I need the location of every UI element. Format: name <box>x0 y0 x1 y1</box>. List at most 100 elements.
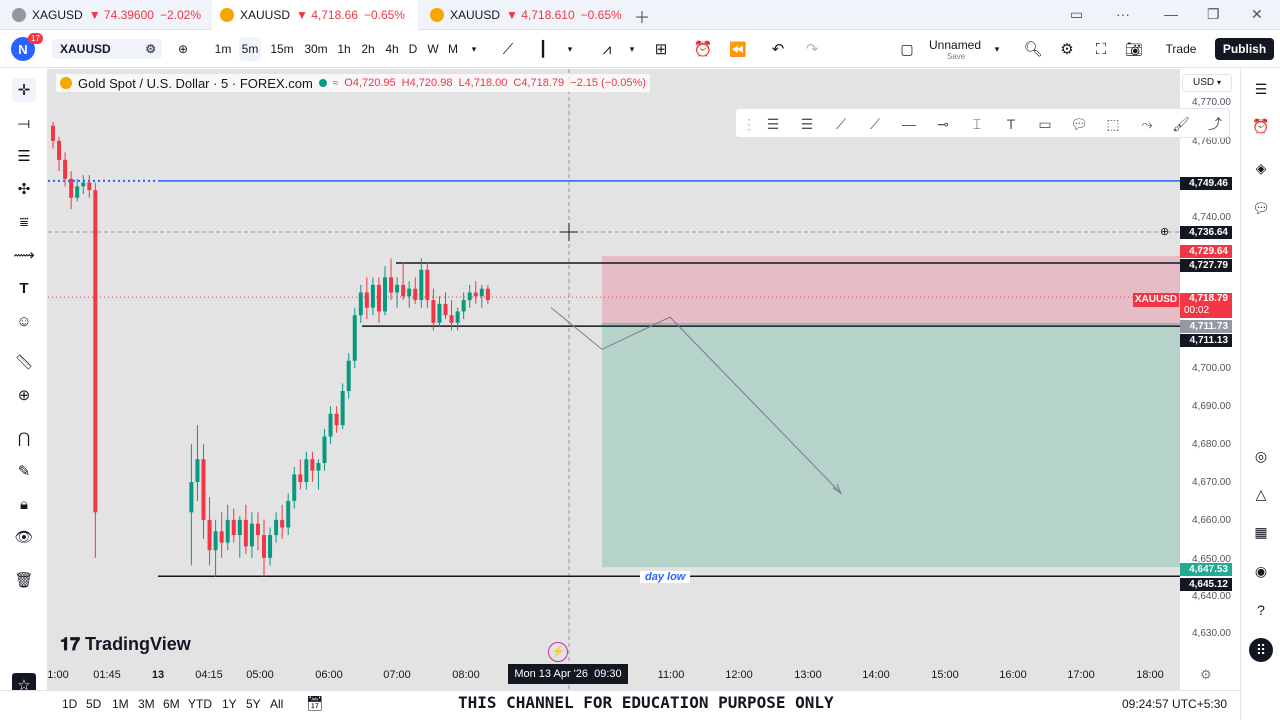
window-close-icon[interactable]: ✕ <box>1251 6 1263 22</box>
symbol-search-input[interactable]: XAUUSD ⚙ <box>52 39 162 59</box>
layout-name-button[interactable]: Unnamed Save <box>929 38 983 61</box>
magnet-icon[interactable]: ⋂ <box>17 430 31 447</box>
lightning-event-icon[interactable]: ⚡ <box>548 642 568 662</box>
templates-icon[interactable]: ⊞ <box>654 41 668 58</box>
lock-drawing-icon[interactable]: ✎ <box>17 463 31 480</box>
drag-handle-icon[interactable]: ⋮ <box>742 115 756 132</box>
chart-pane[interactable] <box>48 69 1180 690</box>
chart-type-line-icon[interactable]: ⟋ <box>502 40 514 58</box>
currency-selector[interactable]: USD ▾ <box>1182 74 1232 92</box>
horizontal-lines-icon[interactable]: ☰ <box>17 148 31 165</box>
lock-icon[interactable]: 🔒︎ <box>20 495 28 513</box>
interval-M[interactable]: M <box>448 42 458 56</box>
watchlist-icon[interactable]: ☰ <box>1254 80 1268 97</box>
undo-icon[interactable]: ↶ <box>771 41 785 58</box>
ruler-icon[interactable]: 📏︎ <box>14 354 34 371</box>
brush-icon[interactable]: 🖌︎ <box>1172 115 1190 132</box>
range-1d[interactable]: 1D <box>62 697 78 711</box>
interval-15m[interactable]: 15m <box>270 42 294 56</box>
indicators-icon[interactable]: ⩘ <box>602 40 612 58</box>
horizontal-line-icon[interactable]: — <box>902 116 916 132</box>
chevron-down-icon[interactable]: ▾ <box>629 43 635 54</box>
help-icon[interactable]: ? <box>1257 602 1265 618</box>
trade-button[interactable]: Trade <box>1165 42 1197 56</box>
replay-icon[interactable]: ⏪ <box>729 40 747 57</box>
apps-grid-icon[interactable]: ⠿ <box>1249 638 1273 662</box>
range-ytd[interactable]: YTD <box>188 697 212 711</box>
ray-icon[interactable]: ⟋ <box>870 115 880 132</box>
interval-D[interactable]: D <box>408 42 418 56</box>
interval-2h[interactable]: 2h <box>361 42 375 56</box>
text-tool-icon[interactable]: T <box>19 279 29 297</box>
interval-30m[interactable]: 30m <box>304 42 328 56</box>
layout-icon[interactable]: ▭ <box>1070 6 1084 22</box>
range-1m[interactable]: 1M <box>112 697 129 711</box>
patterns-icon[interactable]: ⟿ <box>13 247 35 264</box>
clock[interactable]: 09:24:57 UTC+5:30 <box>1122 697 1228 711</box>
tab-xagusd[interactable]: XAGUSD ▼ 74.39600 −2.02% ✕ <box>4 0 204 30</box>
axis-settings-icon[interactable]: ⚙ <box>1200 667 1212 682</box>
crosshair-icon[interactable]: ✛ <box>12 78 36 102</box>
chevron-down-icon[interactable]: ▾ <box>994 43 1000 54</box>
range-1y[interactable]: 1Y <box>222 697 237 711</box>
interval-W[interactable]: W <box>427 42 439 56</box>
search-icon[interactable]: 🔍︎ <box>1023 41 1043 58</box>
interval-1h[interactable]: 1h <box>337 42 351 56</box>
zoom-in-icon[interactable]: ⊕ <box>17 387 31 404</box>
rectangle-icon[interactable]: ⬚ <box>1106 115 1120 132</box>
new-tab-icon[interactable]: ＋ <box>634 10 651 27</box>
layout-checkbox-icon[interactable]: ▢ <box>900 40 914 57</box>
candlestick-chart[interactable] <box>48 69 1180 690</box>
publish-button[interactable]: Publish <box>1215 38 1274 60</box>
target-icon[interactable]: ◎ <box>1254 447 1268 464</box>
ideas-icon[interactable]: △ <box>1255 485 1267 502</box>
chevron-down-icon[interactable]: ▾ <box>471 43 477 54</box>
range-5d[interactable]: 5D <box>86 697 102 711</box>
range-3m[interactable]: 3M <box>138 697 155 711</box>
interval-5m[interactable]: 5m <box>239 37 261 61</box>
range-all[interactable]: All <box>270 697 284 711</box>
fib-retracement-icon[interactable]: ⩸ <box>19 213 29 231</box>
horizontal-segment-icon[interactable]: ⊸ <box>937 115 949 132</box>
tab-xauusd-active[interactable]: XAUUSD ▼ 4,718.66 −0.65% ✕ <box>212 0 418 30</box>
eye-icon[interactable]: 👁︎ <box>14 529 34 546</box>
broadcast-icon[interactable]: ◉ <box>1254 562 1268 579</box>
callout-icon[interactable]: ▭ <box>1038 115 1052 132</box>
redo-icon[interactable]: ↷ <box>805 41 819 58</box>
range-5y[interactable]: 5Y <box>246 697 261 711</box>
calendar-icon[interactable]: ▦ <box>1254 523 1268 540</box>
trend-line-icon[interactable]: ⟞ <box>17 114 31 132</box>
tab-xauusd[interactable]: XAUUSD ▼ 4,718.610 −0.65% ✕ <box>422 0 622 30</box>
parallel-channel-icon[interactable]: ☰ <box>800 115 814 132</box>
alert-icon[interactable]: ⏰ <box>693 41 713 58</box>
restore-icon[interactable]: ❐ <box>1207 6 1220 22</box>
close-icon[interactable]: ✕ <box>417 7 418 23</box>
alerts-clock-icon[interactable]: ⏰ <box>1252 117 1270 134</box>
range-6m[interactable]: 6M <box>163 697 180 711</box>
time-axis[interactable]: 1:00 01:45 13 04:15 05:00 06:00 07:00 08:00 11:0… <box>47 664 1180 690</box>
path-icon[interactable]: ⤳ <box>1141 115 1153 132</box>
curve-icon[interactable]: ⤴ <box>1208 116 1222 132</box>
minimize-icon[interactable]: — <box>1164 6 1178 22</box>
add-alert-icon[interactable]: ⊕ <box>1160 226 1170 238</box>
chevron-down-icon[interactable]: ▾ <box>567 43 573 54</box>
more-icon[interactable]: ··· <box>1116 6 1130 22</box>
fullscreen-icon[interactable]: ⛶ <box>1095 40 1107 58</box>
interval-1m[interactable]: 1m <box>214 42 232 56</box>
settings-icon[interactable]: ⚙ <box>1060 41 1074 58</box>
vertical-line-icon[interactable]: ⌶ <box>972 115 982 132</box>
camera-icon[interactable]: 📷︎ <box>1125 40 1143 57</box>
interval-4h[interactable]: 4h <box>385 42 399 56</box>
horizontal-ray-icon[interactable]: ☰ <box>766 115 780 132</box>
goto-date-icon[interactable]: 📅︎ <box>306 695 324 711</box>
pitchfork-icon[interactable]: ✣ <box>17 181 31 198</box>
candles-icon[interactable]: ┃ <box>538 41 548 58</box>
trend-line-icon[interactable]: ⟋ <box>836 115 846 132</box>
text-icon[interactable]: T <box>1006 116 1016 132</box>
legend-title[interactable]: Gold Spot / U.S. Dollar · 5 · FOREX.com <box>78 75 313 91</box>
trash-icon[interactable]: 🗑︎ <box>14 572 34 589</box>
layers-icon[interactable]: ◈ <box>1255 159 1267 176</box>
add-symbol-icon[interactable]: ⊕ <box>177 42 189 56</box>
emoji-icon[interactable]: ☺ <box>16 312 32 330</box>
comment-icon[interactable]: 💬︎ <box>1070 115 1088 132</box>
